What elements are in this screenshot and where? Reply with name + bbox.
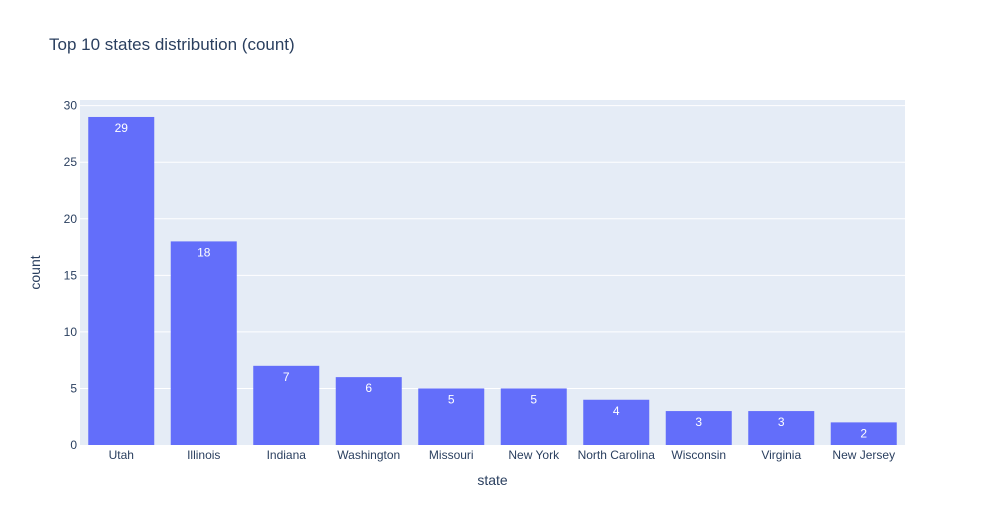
x-tick-label: New Jersey [832, 448, 895, 462]
data-label: 4 [613, 404, 620, 418]
bar-indiana [253, 365, 320, 445]
bar-washington [335, 377, 402, 445]
x-tick-label: Washington [337, 448, 400, 462]
x-tick-label: Virginia [761, 448, 801, 462]
y-tick-label: 25 [64, 155, 78, 169]
bars [88, 116, 897, 445]
bar-north-carolina [583, 399, 650, 445]
x-tick-label: Wisconsin [671, 448, 726, 462]
x-tick-label: North Carolina [578, 448, 656, 462]
bar-illinois [170, 241, 237, 445]
y-tick-label: 0 [70, 438, 77, 452]
data-label: 6 [365, 381, 372, 395]
x-axis-ticks: Utah Illinois Indiana Washington Missouri New… [109, 448, 896, 462]
x-tick-label: New York [508, 448, 560, 462]
x-tick-label: Indiana [267, 448, 307, 462]
x-tick-label: Missouri [429, 448, 474, 462]
x-tick-label: Illinois [187, 448, 220, 462]
y-tick-label: 5 [70, 381, 77, 395]
bar-new-jersey [830, 422, 897, 445]
data-label: 2 [860, 426, 867, 440]
y-tick-label: 10 [64, 325, 78, 339]
bar-virginia [748, 411, 815, 445]
x-tick-label: Utah [109, 448, 134, 462]
data-labels: 29 18 7 6 5 5 4 3 3 2 [115, 121, 868, 440]
x-axis-title: state [477, 472, 508, 488]
data-label: 7 [283, 370, 290, 384]
bar-missouri [418, 388, 485, 445]
data-label: 3 [695, 415, 702, 429]
data-label: 5 [530, 392, 537, 406]
chart-title: Top 10 states distribution (count) [49, 35, 295, 54]
bar-wisconsin [665, 411, 732, 445]
bar-utah [88, 116, 155, 445]
y-tick-label: 30 [64, 99, 78, 113]
bar-new-york [500, 388, 567, 445]
data-label: 3 [778, 415, 785, 429]
data-label: 18 [197, 245, 211, 259]
y-tick-label: 15 [64, 268, 78, 282]
y-tick-label: 20 [64, 212, 78, 226]
data-label: 5 [448, 392, 455, 406]
y-axis-title: count [27, 255, 43, 289]
data-label: 29 [115, 121, 129, 135]
y-axis-ticks: 0 5 10 15 20 25 30 [64, 99, 78, 452]
